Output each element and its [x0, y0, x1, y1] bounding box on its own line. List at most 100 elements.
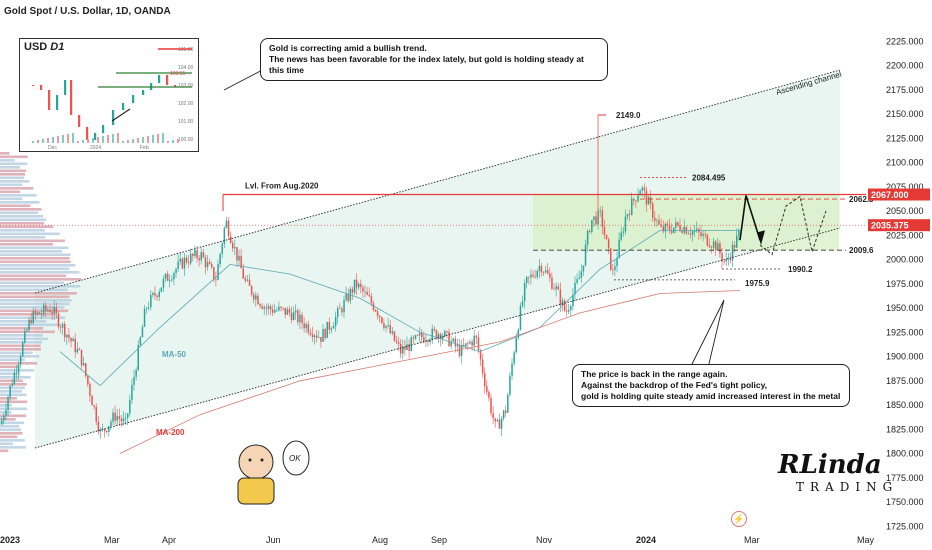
profile-bar: [0, 295, 70, 299]
logo-brand: RLinda: [778, 450, 882, 480]
profile-bar: [0, 355, 40, 358]
candle-body: [687, 233, 690, 235]
chart-title: Gold Spot / U.S. Dollar, 1D, OANDA: [4, 6, 171, 17]
inset-volume-bar: [147, 136, 149, 143]
level-1975-label: 1975.9: [745, 279, 770, 288]
profile-bar: [0, 306, 65, 309]
inset-volume-bar: [162, 133, 164, 143]
candle-body: [261, 305, 263, 309]
candle-body: [526, 276, 528, 283]
candle-body: [656, 220, 658, 222]
candle-body: [215, 279, 217, 281]
inset-volume-bar: [112, 134, 114, 143]
profile-bar: [0, 372, 21, 376]
inset-volume-bar: [57, 136, 59, 143]
candle-body: [229, 236, 232, 243]
ma200-line: [119, 290, 741, 454]
inset-candle: [64, 80, 67, 95]
inset-volume-bar: [92, 138, 94, 143]
candle-body: [292, 312, 295, 321]
inset-y-tick: 101.00: [178, 119, 194, 125]
candle-body: [471, 341, 473, 346]
candle-body: [431, 328, 433, 340]
candle-body: [448, 331, 450, 347]
candle-body: [393, 331, 396, 341]
ma50-line: [59, 230, 740, 387]
character-body: [237, 477, 275, 505]
candle-body: [414, 335, 417, 339]
candle-body: [190, 253, 192, 264]
y-tick-label: 2150.000: [886, 109, 924, 119]
profile-bar: [0, 215, 44, 218]
candle-body: [519, 305, 522, 330]
x-tick-label: Apr: [162, 535, 176, 545]
candle-body: [278, 306, 280, 311]
candle-body: [702, 234, 704, 236]
profile-bar: [0, 169, 26, 173]
candle-body: [30, 319, 32, 324]
flash-icon[interactable]: ⚡: [731, 511, 747, 527]
candle-body: [290, 312, 293, 321]
candle-body: [486, 386, 488, 392]
candle-body: [250, 285, 253, 295]
candle-body: [542, 272, 545, 273]
level-2084-label: 2084.495: [692, 174, 726, 183]
candle-body: [150, 295, 152, 308]
candle-body: [712, 241, 715, 248]
candle-body: [74, 338, 76, 353]
candle-body: [93, 405, 95, 407]
inset-plot: 105.00 104.00 103.00 102.00 101.00 100.00 103.…: [32, 47, 194, 151]
candle-body: [311, 334, 314, 338]
profile-bar: [0, 204, 31, 208]
candle-body: [183, 257, 186, 269]
y-tick-label: 2100.000: [886, 158, 924, 168]
top-callout-line1: Gold is correcting amid a bullish trend.: [269, 43, 427, 53]
candle-body: [379, 315, 381, 318]
candle-body: [603, 226, 606, 235]
bottom-callout-line1: The price is back in the range again.: [581, 369, 728, 379]
candle-body: [381, 317, 383, 324]
candle-body: [372, 303, 375, 310]
profile-bar: [0, 320, 47, 323]
candle-body: [66, 334, 68, 338]
inset-candle: [142, 90, 145, 95]
candle-body: [64, 324, 66, 338]
y-tick-label: 2125.000: [886, 133, 924, 143]
candle-body: [242, 268, 244, 279]
candle-body: [410, 337, 412, 352]
candle-body: [595, 216, 597, 225]
candle-body: [166, 273, 169, 281]
candle-body: [643, 187, 646, 191]
candle-body: [658, 220, 660, 225]
candle-body: [723, 261, 725, 263]
candle-body: [82, 363, 85, 366]
candle-body: [120, 418, 123, 422]
inset-volume-bar: [77, 141, 79, 143]
inset-y-tick: 104.00: [178, 65, 194, 71]
candle-body: [330, 328, 333, 330]
candle-body: [582, 265, 585, 272]
candle-body: [370, 296, 373, 304]
inset-volume-bar: [32, 141, 34, 143]
inset-candle: [122, 103, 125, 110]
candle-body: [234, 247, 236, 249]
candle-body: [521, 301, 524, 306]
inset-ticker: USD: [24, 41, 48, 53]
profile-bar: [0, 243, 54, 246]
channel-lower: [34, 227, 841, 449]
candle-body: [475, 335, 478, 338]
level-2149-label: 2149.0: [616, 111, 641, 120]
candle-body: [463, 344, 465, 347]
candle-body: [334, 316, 337, 327]
candles: [1, 114, 740, 439]
candle-body: [70, 338, 72, 342]
candle-body: [637, 195, 639, 202]
candle-body: [320, 336, 322, 342]
profile-bar: [0, 383, 27, 386]
candle-body: [225, 220, 228, 228]
candle-body: [34, 311, 37, 315]
candle-body: [494, 418, 496, 422]
candle-body: [13, 372, 16, 385]
candle-body: [538, 265, 541, 271]
